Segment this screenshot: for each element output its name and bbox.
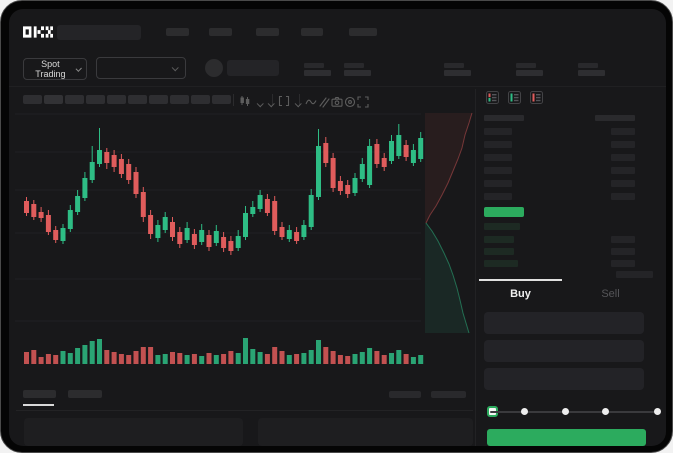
trading-mode-button[interactable]: Spot Trading	[23, 58, 87, 80]
buy-submit-button[interactable]	[487, 429, 646, 446]
timeframe-placeholder[interactable]	[128, 95, 147, 104]
timeframe-placeholder[interactable]	[65, 95, 84, 104]
ask-amount-placeholder	[611, 167, 635, 174]
toolbar-divider	[272, 94, 273, 106]
slider-stop-dot[interactable]	[521, 408, 528, 415]
nav-item-placeholder[interactable]	[209, 28, 232, 36]
bid-amount-placeholder	[616, 271, 653, 278]
ask-price-placeholder	[484, 193, 512, 200]
order-price-input-placeholder[interactable]	[484, 312, 644, 334]
ask-price-placeholder	[484, 167, 512, 174]
bid-price-placeholder	[484, 248, 514, 255]
pair-name-placeholder[interactable]	[227, 60, 279, 76]
timeframe-placeholder[interactable]	[170, 95, 189, 104]
stat-label-placeholder	[304, 63, 324, 68]
orders-table-placeholder	[24, 418, 243, 446]
orders-tab-placeholder[interactable]	[68, 390, 102, 398]
orderbook-view-asks-icon[interactable]	[530, 91, 543, 104]
ask-price-placeholder	[484, 180, 512, 187]
stat-value-placeholder	[516, 70, 543, 76]
stat-value-placeholder	[578, 70, 605, 76]
stat-value-placeholder	[304, 70, 331, 76]
ask-amount-placeholder	[611, 141, 635, 148]
chevron-down-icon	[171, 63, 179, 71]
ask-amount-placeholder	[611, 128, 635, 135]
orders-tab-indicator	[23, 404, 54, 406]
timeframe-placeholder[interactable]	[149, 95, 168, 104]
ask-price-placeholder	[484, 128, 512, 135]
timeframe-placeholder[interactable]	[191, 95, 210, 104]
orderbook-view-all-icon[interactable]	[486, 91, 499, 104]
toolbar-divider	[233, 94, 234, 106]
orders-section-divider	[16, 410, 473, 411]
bid-amount-placeholder	[611, 248, 635, 255]
percent-slider-track[interactable]	[490, 411, 658, 413]
indicator-wave-icon[interactable]	[304, 95, 318, 109]
stat-value-placeholder	[344, 70, 371, 76]
nav-item-placeholder[interactable]	[256, 28, 279, 36]
ask-amount-placeholder	[611, 193, 635, 200]
candle-type-icon[interactable]	[238, 94, 252, 108]
last-price-bar	[484, 207, 524, 217]
order-amount-input-placeholder[interactable]	[484, 340, 644, 362]
draw-tools-icon[interactable]	[317, 95, 331, 109]
timeframe-placeholder[interactable]	[107, 95, 126, 104]
stat-label-placeholder	[344, 63, 364, 68]
header-divider	[9, 86, 666, 87]
stat-value-placeholder	[444, 70, 471, 76]
orderbook-col-header-placeholder	[595, 115, 635, 121]
search-box-placeholder[interactable]	[57, 25, 141, 40]
coin-icon-placeholder	[205, 59, 223, 77]
orderbook-view-bids-icon[interactable]	[508, 91, 521, 104]
orders-action-placeholder[interactable]	[389, 391, 421, 398]
ask-amount-placeholder	[611, 154, 635, 161]
buy-tab-label: Buy	[510, 288, 531, 300]
bid-price-placeholder	[484, 236, 514, 243]
nav-item-placeholder[interactable]	[166, 28, 189, 36]
price-chart-area[interactable]	[9, 89, 475, 389]
ask-price-placeholder	[484, 154, 512, 161]
timeframe-placeholder[interactable]	[44, 95, 63, 104]
timeframe-placeholder[interactable]	[212, 95, 231, 104]
pair-selector-dropdown[interactable]	[96, 57, 186, 79]
order-total-input-placeholder[interactable]	[484, 368, 644, 390]
slider-stop-dot[interactable]	[562, 408, 569, 415]
fullscreen-icon[interactable]	[356, 95, 370, 109]
stat-label-placeholder	[578, 63, 598, 68]
indicators-icon[interactable]	[277, 94, 291, 108]
camera-icon[interactable]	[330, 95, 344, 109]
panel-divider-vertical	[475, 89, 476, 446]
tab-sell[interactable]: Sell	[562, 285, 659, 303]
buy-tab-indicator	[479, 279, 562, 281]
orders-tab-placeholder[interactable]	[23, 390, 56, 398]
timeframe-placeholder[interactable]	[23, 95, 42, 104]
ask-price-placeholder	[484, 141, 512, 148]
okx-logo[interactable]	[23, 26, 53, 38]
nav-item-placeholder[interactable]	[301, 28, 323, 36]
chevron-down-icon	[75, 65, 82, 72]
stat-label-placeholder	[516, 63, 536, 68]
toolbar-divider	[299, 94, 300, 106]
ask-amount-placeholder	[611, 180, 635, 187]
orders-action-placeholder[interactable]	[431, 391, 466, 398]
tab-buy[interactable]: Buy	[479, 285, 562, 303]
bid-price-placeholder	[484, 223, 520, 230]
orders-table-placeholder	[258, 418, 473, 446]
trading-mode-label: Spot Trading	[35, 59, 66, 79]
slider-stop-dot[interactable]	[654, 408, 661, 415]
settings-icon[interactable]	[343, 95, 357, 109]
timeframe-placeholder[interactable]	[86, 95, 105, 104]
orderbook-col-header-placeholder	[484, 115, 524, 121]
bid-amount-placeholder	[611, 236, 635, 243]
trading-app-window: Spot Trading	[9, 9, 666, 446]
slider-stop-dot[interactable]	[602, 408, 609, 415]
bid-price-placeholder	[484, 260, 518, 267]
stat-label-placeholder	[444, 63, 464, 68]
nav-item-placeholder[interactable]	[349, 28, 377, 36]
sell-tab-label: Sell	[601, 288, 620, 300]
bid-amount-placeholder	[611, 260, 635, 267]
